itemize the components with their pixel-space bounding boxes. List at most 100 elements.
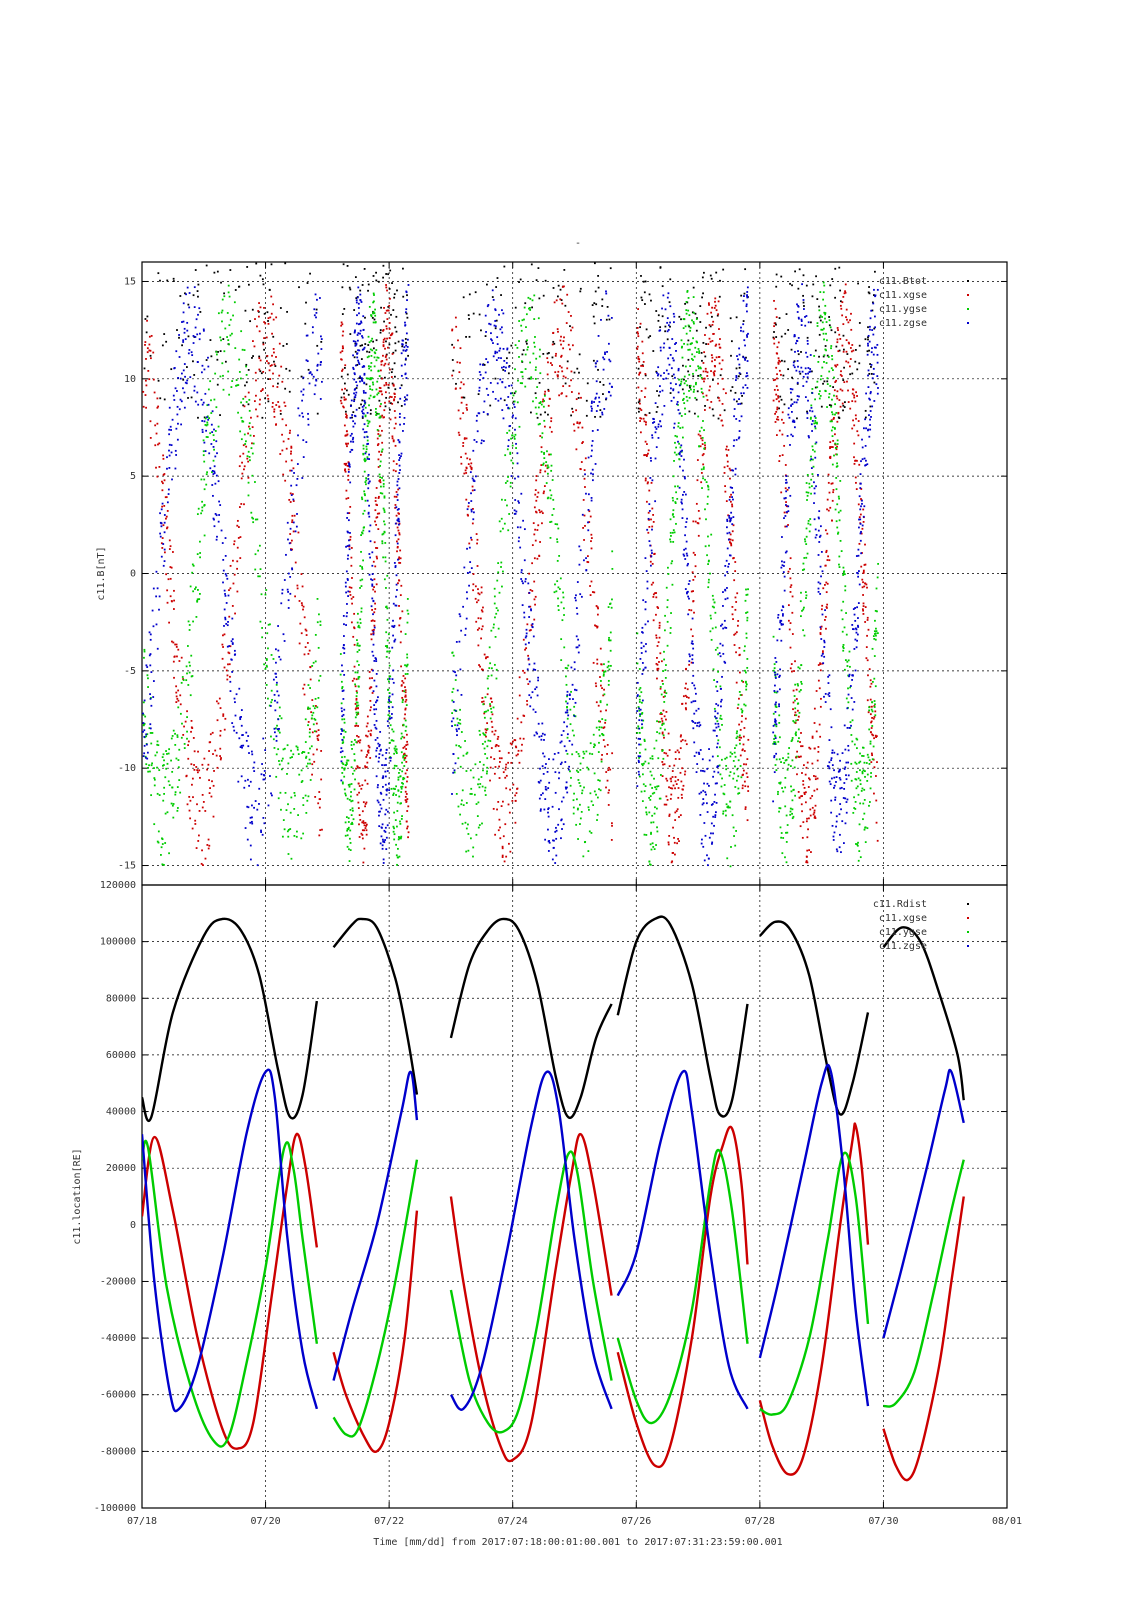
data-point [560,289,562,291]
data-point [745,763,747,765]
data-point [499,750,501,752]
data-point [744,781,746,783]
data-point [826,607,828,609]
data-point [729,807,731,809]
data-point [403,682,405,684]
data-point [593,743,595,745]
data-point [304,654,306,656]
data-point [656,669,658,671]
data-point [867,659,869,661]
data-point [637,663,639,665]
data-point [827,499,829,501]
data-point [566,667,568,669]
data-point [591,832,593,834]
data-point [309,666,311,668]
data-point [507,762,509,764]
data-point [595,682,597,684]
data-point [185,679,187,681]
data-point [281,592,283,594]
data-point [710,275,712,277]
data-point [600,663,602,665]
data-point [846,381,848,383]
data-point [700,367,702,369]
data-point [501,805,503,807]
data-point [302,797,304,799]
data-point [353,613,355,615]
data-point [550,420,552,422]
data-point [554,371,556,373]
data-point [660,727,662,729]
data-point [386,575,388,577]
data-point [478,599,480,601]
data-point [663,734,665,736]
data-point [539,471,541,473]
data-point [229,269,231,271]
data-point [398,605,400,607]
data-point [646,501,648,503]
data-point [319,798,321,800]
data-point [239,717,241,719]
data-point [722,425,724,427]
data-point [656,411,658,413]
data-point [340,653,342,655]
data-point [355,685,357,687]
data-point [354,644,356,646]
data-point [283,402,285,404]
data-point [273,411,275,413]
data-point [318,697,320,699]
data-point [396,854,398,856]
data-point [659,721,661,723]
data-point [357,766,359,768]
data-point [823,354,825,356]
data-point [495,730,497,732]
data-point [525,368,527,370]
data-point [506,432,508,434]
data-point [399,550,401,552]
data-point [695,313,697,315]
data-point [712,408,714,410]
data-point [603,384,605,386]
data-point [477,629,479,631]
data-point [309,732,311,734]
data-point [844,406,846,408]
data-point [657,664,659,666]
data-point [702,463,704,465]
data-point [365,827,367,829]
data-point [382,542,384,544]
data-point [355,716,357,718]
data-point [595,685,597,687]
data-point [396,864,398,866]
data-point [483,701,485,703]
data-point [745,682,747,684]
data-point [461,800,463,802]
data-point [275,662,277,664]
data-point [170,760,172,762]
data-point [871,706,873,708]
data-point [382,448,384,450]
data-point [484,790,486,792]
data-point [817,361,819,363]
data-point [287,591,289,593]
data-point [791,399,793,401]
data-point [282,345,284,347]
data-point [464,740,466,742]
data-point [193,294,195,296]
data-point [156,571,158,573]
data-point [271,699,273,701]
data-point [163,458,165,460]
data-point [775,308,777,310]
data-point [189,672,191,674]
data-point [190,731,192,733]
data-point [869,292,871,294]
data-point [280,659,282,661]
data-point [398,772,400,774]
data-point [275,316,277,318]
data-point [816,422,818,424]
data-point [278,375,280,377]
data-point [642,365,644,367]
data-point [206,422,208,424]
data-point [787,368,789,370]
data-point [538,317,540,319]
data-point [172,817,174,819]
data-point [308,653,310,655]
